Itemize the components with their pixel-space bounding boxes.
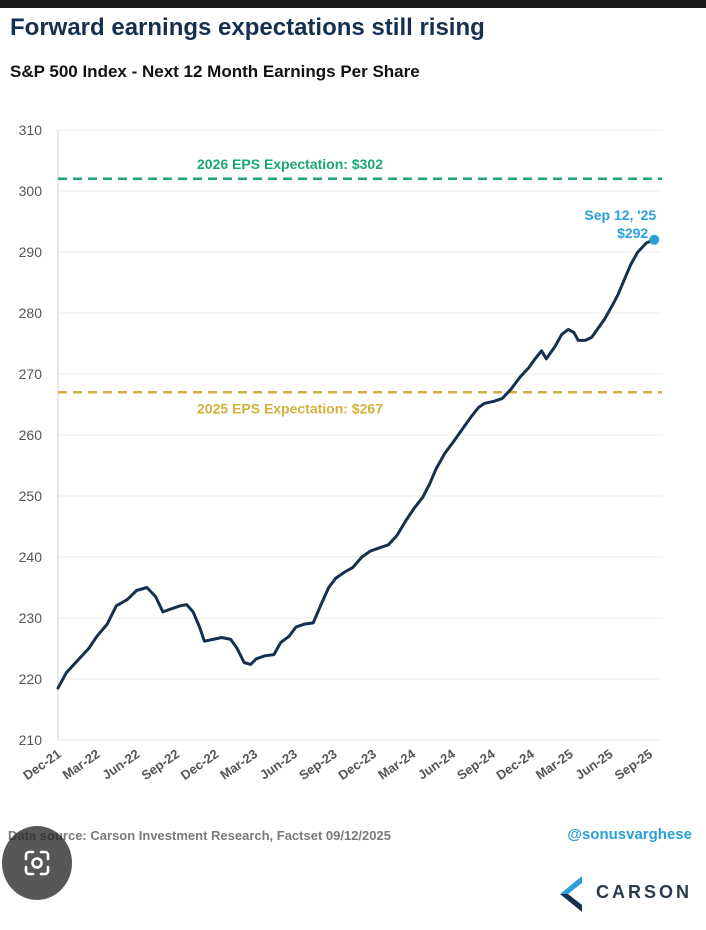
chart-subtitle: S&P 500 Index - Next 12 Month Earnings P… <box>10 62 420 81</box>
x-tick-label: Sep-23 <box>296 746 340 783</box>
x-tick-label: Sep-25 <box>612 746 656 783</box>
data-source-note: Data source: Carson Investment Research,… <box>8 828 391 843</box>
x-tick-label: Jun-22 <box>99 746 142 782</box>
x-tick-label: Jun-23 <box>257 746 300 782</box>
y-tick-label: 240 <box>19 549 43 565</box>
eps-2025-reference-label: 2025 EPS Expectation: $267 <box>197 400 383 416</box>
google-lens-icon <box>24 850 50 876</box>
x-tick-label: Dec-21 <box>20 746 64 783</box>
y-tick-label: 290 <box>19 244 43 260</box>
x-tick-label: Mar-24 <box>375 746 419 783</box>
x-tick-label: Dec-23 <box>335 746 379 783</box>
x-tick-label: Mar-22 <box>60 746 103 782</box>
top-bar <box>0 0 706 8</box>
y-tick-label: 280 <box>19 305 43 321</box>
y-tick-label: 310 <box>19 122 43 138</box>
x-tick-label: Sep-24 <box>454 746 498 783</box>
y-tick-label: 230 <box>19 610 43 626</box>
x-tick-label: Sep-22 <box>138 746 182 783</box>
x-tick-label: Mar-25 <box>533 746 576 782</box>
y-tick-label: 250 <box>19 488 43 504</box>
x-tick-label: Jun-24 <box>415 746 459 783</box>
endpoint-date-label: Sep 12, '25 <box>584 207 656 223</box>
x-tick-label: Mar-23 <box>217 746 260 782</box>
eps-series-line <box>56 238 656 690</box>
eps-2026-reference-label: 2026 EPS Expectation: $302 <box>197 156 383 172</box>
y-tick-label: 210 <box>19 732 43 748</box>
endpoint-marker <box>649 234 660 245</box>
y-tick-label: 260 <box>19 427 43 443</box>
endpoint-value-label: $292 <box>617 225 648 241</box>
chart-title: Forward earnings expectations still risi… <box>10 14 485 41</box>
x-tick-label: Jun-25 <box>573 746 616 782</box>
y-tick-label: 220 <box>19 671 43 687</box>
y-tick-label: 300 <box>19 183 43 199</box>
carson-logo-text: CARSON <box>596 882 693 902</box>
y-tick-label: 270 <box>19 366 43 382</box>
x-tick-label: Dec-24 <box>493 746 537 783</box>
google-lens-button[interactable] <box>2 826 72 900</box>
carson-logo-icon <box>560 876 582 912</box>
x-tick-label: Dec-22 <box>178 746 222 783</box>
author-handle-link[interactable]: @sonusvarghese <box>567 826 692 843</box>
